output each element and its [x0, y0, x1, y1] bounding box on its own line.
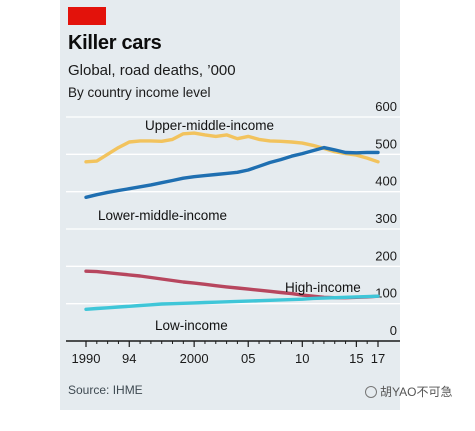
y-tick-label: 600 [375, 99, 397, 114]
x-tick-label: 94 [122, 351, 136, 366]
y-tick-label: 200 [375, 248, 397, 263]
series-line-lower-middle [84, 145, 380, 200]
watermark: 胡YAO不可急 [365, 383, 452, 400]
wechat-icon [365, 385, 377, 398]
x-tick-label: 1990 [72, 351, 101, 366]
x-tick-label: 17 [371, 351, 385, 366]
chart-subsubtitle: By country income level [68, 85, 211, 100]
series-label-high: High-income [285, 280, 361, 295]
chart-title: Killer cars [68, 32, 162, 54]
y-tick-label: 500 [375, 136, 397, 151]
x-tick-label: 05 [241, 351, 255, 366]
x-tick-label: 10 [295, 351, 309, 366]
chart-subtitle: Global, road deaths, ’000 [68, 62, 236, 79]
x-tick-label: 15 [349, 351, 363, 366]
watermark-text: 胡YAO不可急 [380, 385, 453, 399]
series-label-upper-middle: Upper-middle-income [145, 118, 274, 133]
y-tick-label: 400 [375, 174, 397, 189]
y-tick-label: 0 [390, 323, 397, 338]
y-tick-label: 100 [375, 286, 397, 301]
series-line-low [84, 294, 380, 311]
series-label-low: Low-income [155, 318, 228, 333]
series-label-lower-middle: Lower-middle-income [98, 208, 227, 223]
brand-tag [68, 7, 106, 25]
source-note: Source: IHME [68, 383, 143, 397]
series-line-upper-middle [84, 131, 380, 164]
y-tick-label: 300 [375, 211, 397, 226]
x-tick-label: 2000 [180, 351, 209, 366]
